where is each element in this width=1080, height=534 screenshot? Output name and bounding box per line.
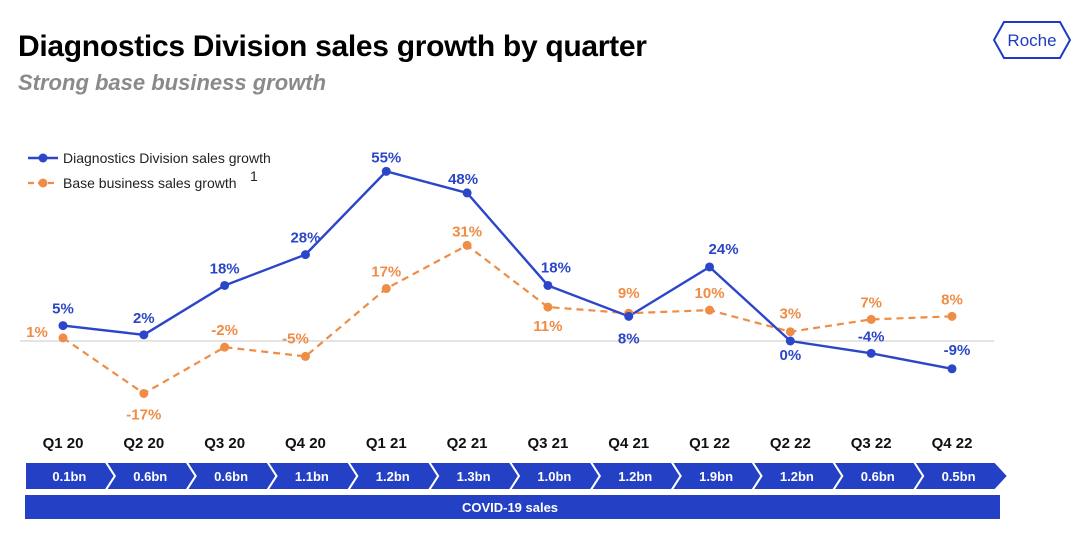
- chart-title: Diagnostics Division sales growth by qua…: [18, 30, 647, 63]
- base-point: [543, 302, 553, 312]
- diagnostics-point: [220, 280, 230, 290]
- base-data-label: 10%: [695, 285, 725, 302]
- diagnostics-point: [462, 188, 472, 198]
- diagnostics-data-label: 8%: [618, 330, 640, 347]
- covid-sales-value: 1.2bn: [376, 469, 410, 484]
- diagnostics-point: [139, 330, 149, 340]
- base-point: [58, 333, 68, 343]
- x-tick-label: Q2 22: [770, 435, 811, 452]
- x-tick-label: Q3 20: [204, 435, 245, 452]
- covid-sales-value: 1.0bn: [537, 469, 571, 484]
- x-tick-label: Q1 22: [689, 435, 730, 452]
- covid-sales-value: 1.2bn: [618, 469, 652, 484]
- x-tick-label: Q2 20: [123, 435, 164, 452]
- covid-sales-value: 0.6bn: [861, 469, 895, 484]
- diagnostics-data-label: 18%: [210, 260, 240, 277]
- roche-logo-text: Roche: [1007, 31, 1056, 50]
- x-tick-label: Q1 20: [43, 435, 84, 452]
- legend-label-base-business: Base business sales growth: [63, 175, 237, 191]
- covid-sales-value: 1.1bn: [295, 469, 329, 484]
- base-data-label: -2%: [211, 322, 238, 339]
- base-data-label: 11%: [533, 318, 562, 335]
- x-tick-label: Q2 21: [447, 435, 488, 452]
- base-point: [705, 305, 715, 315]
- diagnostics-data-label: 18%: [541, 259, 571, 276]
- legend-footnote-marker: 1: [250, 168, 258, 184]
- covid-sales-segment: [912, 461, 1010, 491]
- base-data-label: 8%: [941, 291, 963, 308]
- roche-logo: Roche: [992, 21, 1072, 59]
- covid-sales-value: 0.6bn: [133, 469, 167, 484]
- base-data-label: -5%: [282, 330, 309, 347]
- roche-logo-hexagon: [992, 21, 1072, 59]
- base-data-label: 3%: [780, 306, 802, 323]
- base-point: [785, 327, 795, 337]
- diagnostics-data-label: 5%: [52, 301, 74, 318]
- diagnostics-point: [624, 311, 634, 321]
- diagnostics-point: [866, 348, 876, 358]
- x-tick-label: Q1 21: [366, 435, 407, 452]
- covid-sales-value: 0.6bn: [214, 469, 248, 484]
- diagnostics-point: [300, 250, 310, 260]
- base-point: [300, 351, 310, 361]
- series-line-base-business: [62, 244, 953, 395]
- chart-subtitle: Strong base business growth: [18, 70, 327, 95]
- covid-sales-value: 0.1bn: [52, 469, 86, 484]
- legend-marker-base-business: [38, 178, 48, 188]
- base-data-label: 17%: [371, 264, 401, 281]
- diagnostics-point: [543, 280, 553, 290]
- x-tick-label: Q4 20: [285, 435, 326, 452]
- x-tick-label: Q4 22: [932, 435, 973, 452]
- covid-sales-value: 1.2bn: [780, 469, 814, 484]
- x-tick-label: Q3 22: [851, 435, 892, 452]
- base-data-label: 1%: [26, 324, 48, 341]
- diagnostics-data-label: 48%: [448, 171, 478, 188]
- diagnostics-data-label: 2%: [133, 310, 155, 327]
- covid-sales-value: 1.3bn: [457, 469, 491, 484]
- base-point: [866, 314, 876, 324]
- legend-marker-diagnostics: [38, 153, 48, 163]
- base-data-label: 9%: [618, 285, 640, 302]
- base-data-label: 7%: [860, 294, 882, 311]
- diagnostics-data-label: 0%: [780, 347, 802, 364]
- x-tick-label: Q4 21: [608, 435, 649, 452]
- diagnostics-point: [947, 364, 957, 374]
- covid-sales-band: [25, 495, 1000, 519]
- series-line-diagnostics: [62, 169, 953, 370]
- base-data-label: 31%: [452, 223, 482, 240]
- diagnostics-point: [705, 262, 715, 272]
- base-point: [139, 388, 149, 398]
- base-point: [381, 284, 391, 294]
- covid-sales-band-label: COVID-19 sales: [462, 500, 558, 515]
- diagnostics-point: [785, 336, 795, 346]
- x-tick-label: Q3 21: [527, 435, 568, 452]
- legend-label-diagnostics: Diagnostics Division sales growth: [63, 150, 271, 166]
- diagnostics-data-label: 28%: [290, 230, 320, 247]
- diagnostics-data-label: -4%: [858, 328, 885, 345]
- diagnostics-point: [381, 166, 391, 176]
- base-point: [947, 311, 957, 321]
- base-point: [220, 342, 230, 352]
- diagnostics-data-label: -9%: [944, 342, 971, 359]
- diagnostics-data-label: 55%: [371, 149, 401, 166]
- diagnostics-point: [58, 321, 68, 331]
- diagnostics-data-label: 24%: [709, 241, 739, 258]
- covid-sales-value: 1.9bn: [699, 469, 733, 484]
- base-data-label: -17%: [126, 406, 161, 423]
- base-point: [462, 240, 472, 250]
- covid-sales-value: 0.5bn: [942, 469, 976, 484]
